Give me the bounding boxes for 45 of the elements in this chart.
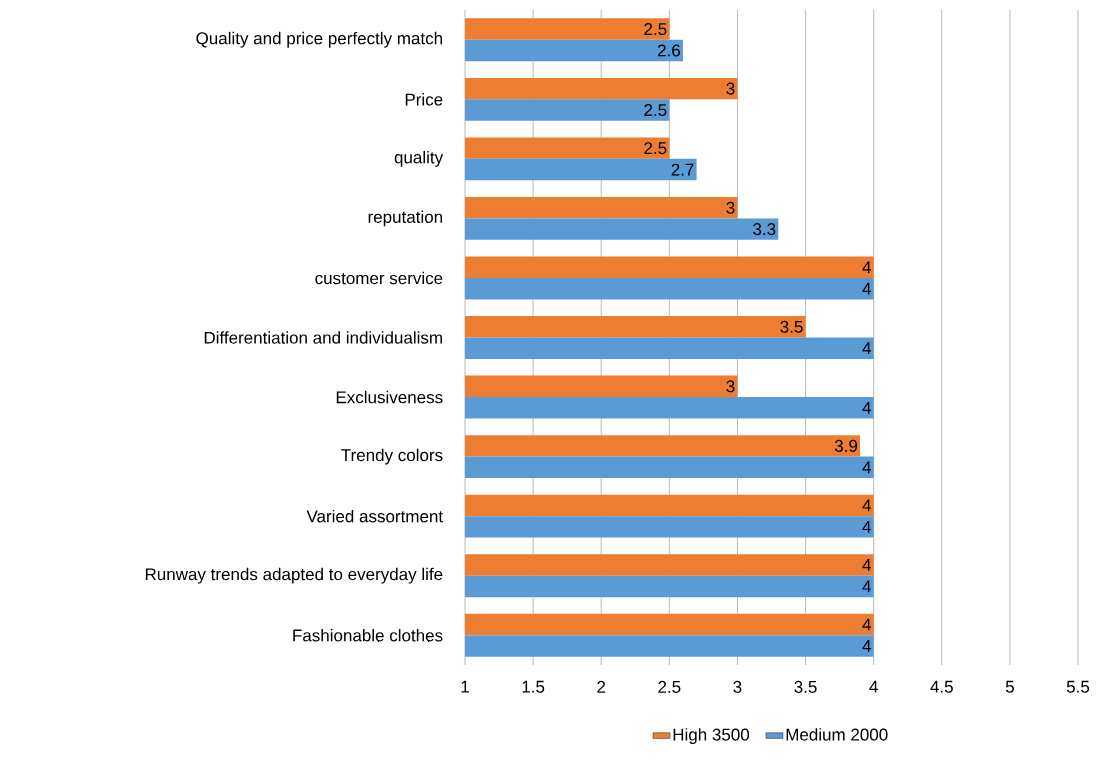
x-tick-label: 3.5 [794,680,817,693]
data-label: 3.9 [834,439,858,452]
x-tick-label: 5 [1005,680,1014,693]
data-label: 4 [862,401,871,414]
data-label: 2.5 [644,104,667,117]
data-label: 2.5 [644,142,667,155]
x-tick-label: 4.5 [930,680,953,693]
data-label: 2.6 [657,44,681,57]
x-tick-label: 1.5 [522,680,545,693]
y-tick-label: customer service [315,271,443,285]
data-label: 4 [862,261,871,274]
y-tick-label: Varied assortment [306,509,443,523]
data-label: 4 [862,461,871,474]
x-tick-label: 4 [869,680,878,693]
data-label: 3.3 [753,223,776,236]
data-label: 2.5 [644,23,667,36]
y-tick-label: Trendy colors [341,448,443,465]
y-tick-label: Fashionable clothes [293,629,443,642]
y-tick-label: quality [394,150,444,167]
data-label: 4 [862,342,871,355]
data-label: 4 [862,618,871,631]
x-tick-label: 1 [461,680,469,693]
data-label: 4 [862,499,871,512]
data-label: 3.5 [780,320,803,333]
x-tick-label: 2 [597,680,606,693]
data-label: 4 [862,640,871,652]
x-tick-label: 5.5 [1066,680,1090,693]
x-tick-label: 2.5 [658,680,681,693]
y-tick-label: Runway trends adapted to everyday life [145,567,443,584]
y-tick-label: reputation [368,210,443,227]
y-tick-label: Quality and price perfectly match [196,31,442,48]
data-label: 3 [726,82,735,95]
data-label: 4 [862,580,871,593]
y-tick-label: Differentiation and individualism [204,331,442,344]
data-label: 4 [862,559,871,571]
y-tick-label: Price [405,93,443,106]
data-label: 4 [862,282,871,295]
data-label: 3 [726,380,735,393]
legend-label: High 3500 [673,728,750,744]
x-tick-label: 3 [733,680,742,693]
data-label: 2.7 [671,163,694,176]
data-label: 4 [862,521,871,533]
y-tick-label: Exclusiveness [336,390,443,404]
legend-label: Medium 2000 [786,728,888,741]
data-label: 3 [726,201,735,214]
